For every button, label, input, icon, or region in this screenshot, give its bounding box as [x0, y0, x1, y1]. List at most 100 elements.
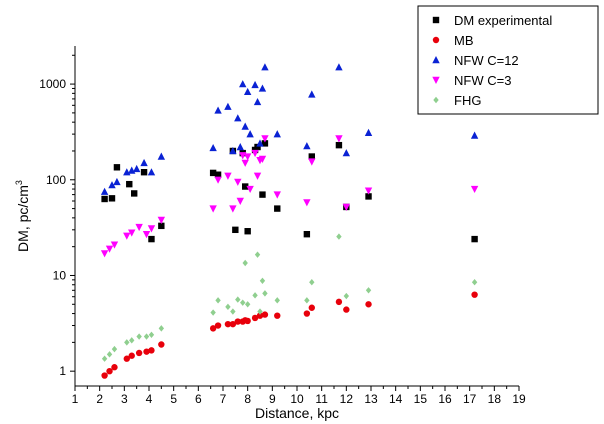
data-point — [257, 308, 263, 315]
data-point — [236, 197, 244, 206]
data-point — [108, 195, 116, 202]
data-point — [225, 303, 231, 311]
series-nfw-c-3 — [100, 135, 479, 258]
data-point — [210, 309, 216, 316]
data-point — [303, 142, 311, 150]
data-point — [273, 130, 281, 138]
data-point — [229, 320, 237, 328]
data-point — [234, 178, 242, 186]
data-point — [148, 235, 155, 243]
data-point — [214, 322, 222, 329]
data-point — [214, 106, 222, 114]
data-point — [209, 325, 217, 332]
data-point — [254, 251, 261, 258]
legend-label: FHG — [454, 93, 481, 108]
data-point — [209, 169, 217, 177]
x-tick-label: 2 — [96, 392, 103, 406]
data-point — [470, 131, 479, 139]
x-tick-label: 15 — [414, 392, 428, 406]
y-axis-title-sup: 3 — [14, 180, 24, 185]
data-point — [246, 185, 254, 194]
data-point — [304, 297, 310, 304]
data-point — [235, 296, 241, 303]
data-point — [253, 97, 262, 106]
data-point — [336, 233, 342, 240]
data-point — [131, 190, 138, 197]
legend-label: MB — [454, 33, 474, 48]
legend-box — [417, 5, 599, 115]
data-point — [243, 87, 252, 96]
data-point — [251, 314, 259, 322]
series-nfw-c-12 — [100, 63, 479, 195]
data-point — [105, 245, 114, 253]
x-tick-label: 18 — [488, 392, 502, 406]
data-point — [343, 306, 350, 313]
series-fhg — [101, 233, 478, 362]
data-point — [230, 308, 236, 315]
series-layer — [100, 63, 479, 379]
data-point — [224, 172, 232, 180]
data-point — [135, 349, 143, 357]
x-tick-label: 19 — [512, 392, 526, 406]
data-point — [106, 351, 113, 358]
x-tick-label: 16 — [438, 392, 452, 406]
data-point — [157, 216, 166, 224]
data-point — [244, 301, 251, 308]
legend-marker — [432, 16, 440, 24]
data-point — [128, 352, 135, 359]
data-point — [262, 290, 268, 297]
data-point — [140, 158, 148, 167]
data-point — [108, 181, 116, 189]
data-point — [273, 191, 281, 199]
x-tick-label: 12 — [340, 392, 354, 406]
x-tick-label: 7 — [220, 392, 227, 406]
data-point — [234, 318, 241, 325]
data-point — [136, 333, 142, 340]
x-tick-label: 3 — [121, 392, 128, 406]
legend-marker — [433, 96, 439, 104]
data-point — [308, 304, 315, 311]
data-point — [365, 287, 372, 294]
data-point — [261, 135, 269, 143]
y-tick-label: 1000 — [39, 77, 66, 91]
data-point — [100, 187, 109, 195]
data-point — [148, 347, 155, 354]
data-point — [111, 345, 118, 353]
data-point — [303, 310, 311, 317]
data-point — [261, 311, 269, 318]
data-point — [236, 143, 244, 151]
x-tick-label: 10 — [290, 392, 304, 406]
data-point — [253, 172, 262, 180]
data-point — [100, 250, 109, 258]
legend-marker — [432, 76, 440, 84]
data-point — [471, 279, 478, 286]
data-point — [123, 355, 130, 362]
data-point — [143, 348, 150, 355]
data-point — [365, 193, 372, 200]
data-point — [142, 230, 151, 239]
data-point — [335, 298, 343, 306]
data-point — [135, 223, 143, 232]
data-point — [335, 141, 343, 149]
y-axis-title-main: DM, pc/cm — [15, 185, 31, 252]
x-tick-label: 5 — [170, 392, 177, 406]
data-point — [111, 364, 118, 371]
data-point — [124, 339, 130, 346]
data-point — [244, 317, 251, 325]
data-point — [240, 299, 246, 306]
data-point — [335, 135, 343, 143]
data-point — [308, 90, 316, 98]
data-point — [209, 205, 217, 213]
data-point — [101, 355, 108, 362]
data-point — [251, 80, 259, 89]
data-point — [343, 292, 350, 300]
legend: DM experimental MB NFW C=12 NFW C=3 FHG — [417, 5, 599, 115]
legend-marker — [432, 56, 440, 64]
data-point — [128, 229, 136, 237]
data-point — [148, 331, 155, 338]
data-point — [224, 320, 232, 328]
data-point — [224, 102, 232, 110]
x-tick-label: 17 — [463, 392, 477, 406]
